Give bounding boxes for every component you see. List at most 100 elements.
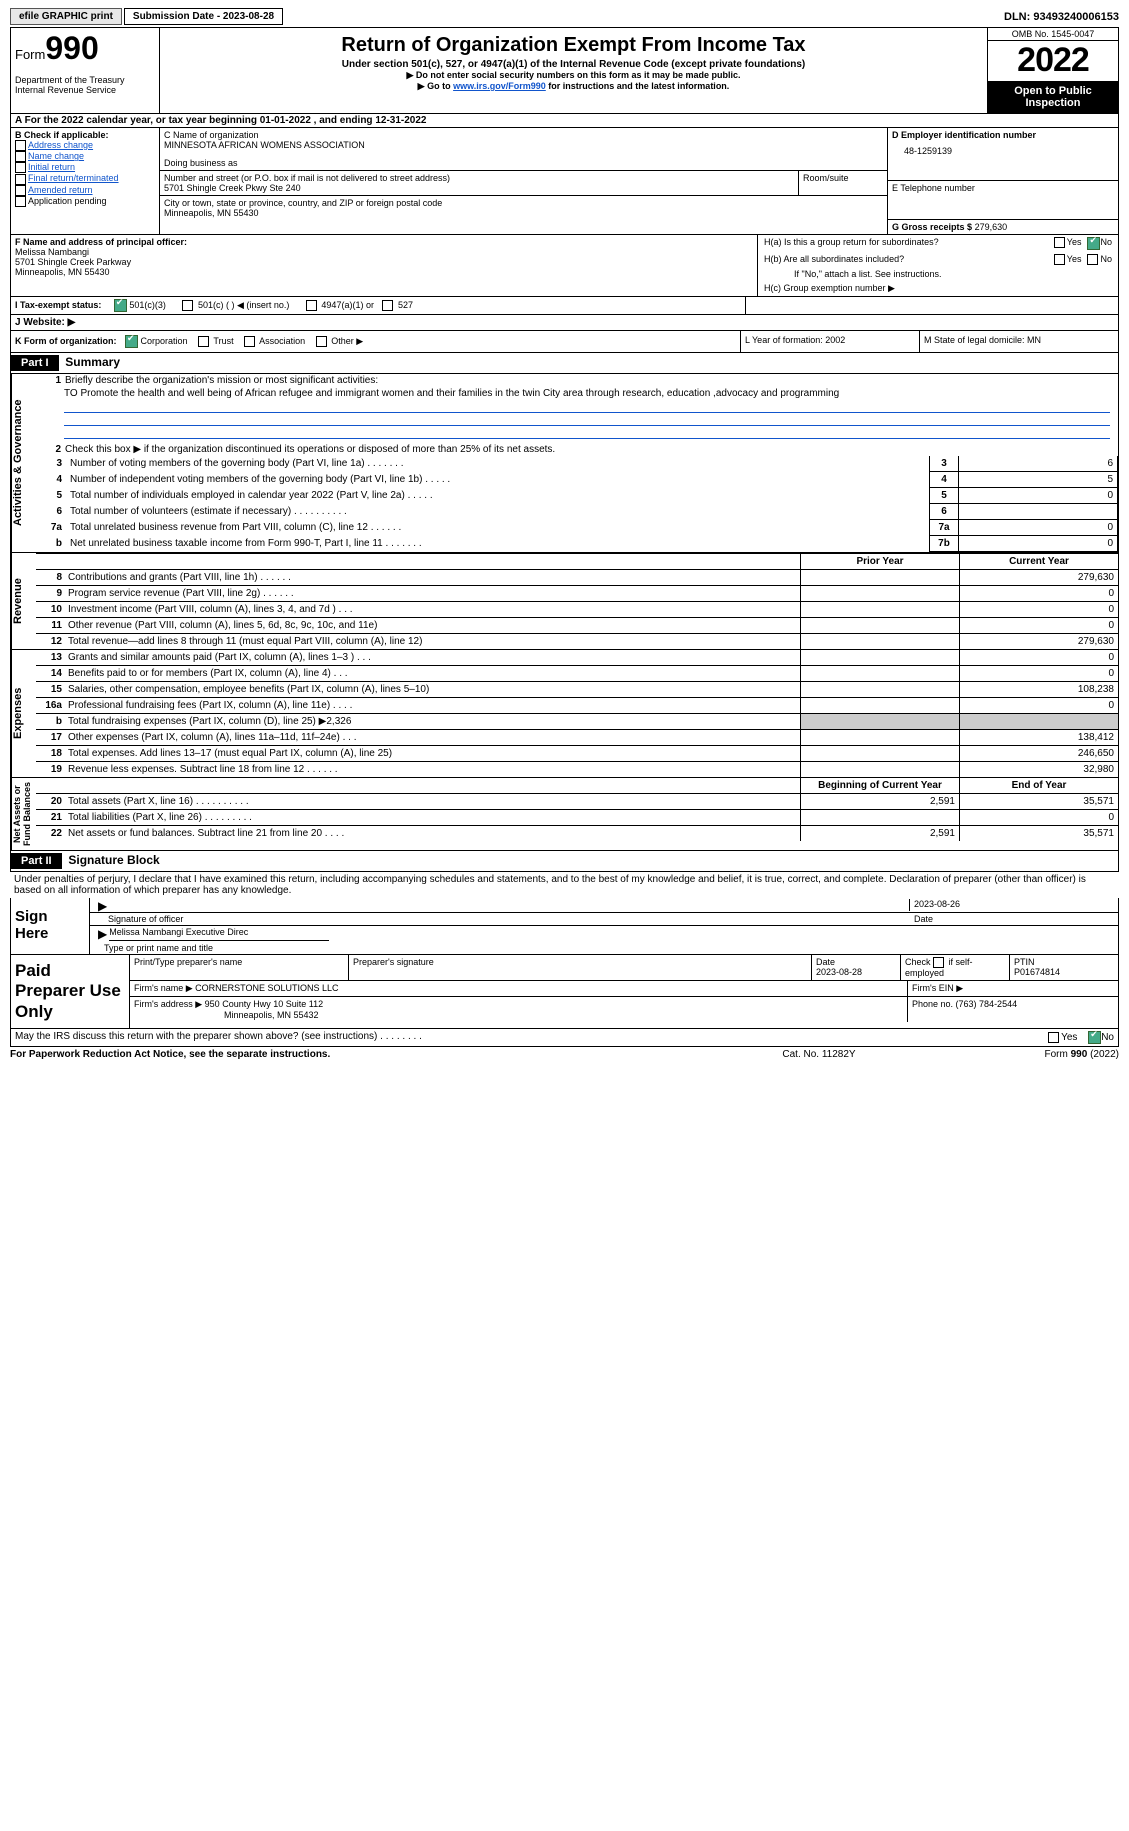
checkbox-final-return[interactable] — [15, 174, 26, 185]
line10-curr: 0 — [959, 602, 1118, 617]
opt-application-pending: Application pending — [28, 196, 107, 206]
opt-501c: 501(c) ( ) ◀ (insert no.) — [198, 300, 289, 310]
527-checkbox[interactable] — [382, 300, 393, 311]
header-mid: Return of Organization Exempt From Incom… — [160, 28, 987, 113]
discuss-yes-checkbox[interactable] — [1048, 1032, 1059, 1043]
officer-label: F Name and address of principal officer: — [15, 237, 753, 247]
ruler3 — [64, 426, 1110, 439]
checkbox-amended-return[interactable] — [15, 185, 26, 196]
line19-prior — [800, 762, 959, 777]
opt-final-return[interactable]: Final return/terminated — [28, 173, 119, 183]
checkbox-name-change[interactable] — [15, 151, 26, 162]
part1-label: Part I — [11, 355, 59, 371]
city-label: City or town, state or province, country… — [164, 198, 883, 208]
line14-curr: 0 — [959, 666, 1118, 681]
irs-link[interactable]: www.irs.gov/Form990 — [453, 81, 546, 91]
toolbar: efile GRAPHIC print Submission Date - 20… — [10, 8, 1119, 25]
k-corp-checkbox[interactable] — [125, 335, 138, 348]
hdr-prior-year: Prior Year — [800, 554, 959, 569]
line14-prior — [800, 666, 959, 681]
bcde-section: B Check if applicable: Address change Na… — [10, 128, 1119, 235]
line9-curr: 0 — [959, 586, 1118, 601]
discuss-yes: Yes — [1061, 1032, 1077, 1043]
room-suite-label: Room/suite — [799, 171, 887, 195]
efile-print-button[interactable]: efile GRAPHIC print — [10, 8, 122, 25]
opt-amended-return[interactable]: Amended return — [28, 185, 93, 195]
city: Minneapolis, MN 55430 — [164, 208, 883, 218]
line22: Net assets or fund balances. Subtract li… — [66, 826, 800, 841]
firm-addr2: Minneapolis, MN 55432 — [134, 1010, 319, 1020]
ein: 48-1259139 — [892, 140, 1114, 156]
row-a-tax-year: A For the 2022 calendar year, or tax yea… — [10, 114, 1119, 128]
ptin: P01674814 — [1014, 967, 1060, 977]
discuss-no-checkbox[interactable] — [1088, 1031, 1101, 1044]
firm-name: CORNERSTONE SOLUTIONS LLC — [195, 983, 338, 993]
hb-no-checkbox[interactable] — [1087, 254, 1098, 265]
open-to-public: Open to Public Inspection — [988, 80, 1118, 113]
cat-number: Cat. No. 11282Y — [719, 1049, 919, 1060]
arrow-icon: ▶ — [94, 899, 109, 911]
ein-cell: D Employer identification number 48-1259… — [888, 128, 1118, 181]
prep-date: 2023-08-28 — [816, 967, 862, 977]
k-assoc-checkbox[interactable] — [244, 336, 255, 347]
hdr-current-year: Current Year — [959, 554, 1118, 569]
checkbox-initial-return[interactable] — [15, 162, 26, 173]
ha-no-checkbox[interactable] — [1087, 237, 1100, 250]
line7a-value: 0 — [959, 520, 1118, 536]
line18-curr: 246,650 — [959, 746, 1118, 761]
self-employed-checkbox[interactable] — [933, 957, 944, 968]
line10: Investment income (Part VIII, column (A)… — [66, 602, 800, 617]
opt-name-change[interactable]: Name change — [28, 151, 84, 161]
row-j-website: J Website: ▶ — [10, 315, 1119, 331]
line9-prior — [800, 586, 959, 601]
line9: Program service revenue (Part VIII, line… — [66, 586, 800, 601]
k-trust-checkbox[interactable] — [198, 336, 209, 347]
header-left: Form990 Department of the Treasury Inter… — [11, 28, 160, 113]
opt-4947: 4947(a)(1) or — [321, 300, 374, 310]
ein-label: D Employer identification number — [892, 130, 1114, 140]
line13: Grants and similar amounts paid (Part IX… — [66, 650, 800, 665]
sign-here-table: Sign Here ▶2023-08-26 Signature of offic… — [10, 898, 1119, 955]
form-label: Form — [15, 47, 45, 62]
line1-value: TO Promote the health and well being of … — [36, 387, 1118, 400]
ruler1 — [64, 400, 1110, 413]
net-assets-section: Net Assets orFund Balances Beginning of … — [10, 778, 1119, 851]
line18: Total expenses. Add lines 13–17 (must eq… — [66, 746, 800, 761]
checkbox-application-pending[interactable] — [15, 196, 26, 207]
line4: Number of independent voting members of … — [66, 472, 929, 488]
line8-curr: 279,630 — [959, 570, 1118, 585]
opt-initial-return[interactable]: Initial return — [28, 162, 75, 172]
line11: Other revenue (Part VIII, column (A), li… — [66, 618, 800, 633]
ha-label: H(a) Is this a group return for subordin… — [764, 237, 1054, 250]
column-d: D Employer identification number 48-1259… — [887, 128, 1118, 234]
ha-yes-checkbox[interactable] — [1054, 237, 1065, 248]
checkbox-address-change[interactable] — [15, 140, 26, 151]
form-subtitle: Under section 501(c), 527, or 4947(a)(1)… — [166, 59, 981, 70]
line17-curr: 138,412 — [959, 730, 1118, 745]
line3: Number of voting members of the governin… — [66, 456, 929, 472]
dba-label: Doing business as — [164, 158, 883, 168]
fgh-section: F Name and address of principal officer:… — [10, 235, 1119, 297]
k-other-checkbox[interactable] — [316, 336, 327, 347]
irs-discuss-question: May the IRS discuss this return with the… — [15, 1031, 1048, 1044]
hb-no: No — [1100, 254, 1112, 265]
501c-checkbox[interactable] — [182, 300, 193, 311]
firm-addr-label: Firm's address ▶ — [134, 999, 202, 1009]
hb-yes-checkbox[interactable] — [1054, 254, 1065, 265]
opt-address-change[interactable]: Address change — [28, 140, 93, 150]
501c3-checkbox[interactable] — [114, 299, 127, 312]
prep-name-label: Print/Type preparer's name — [130, 955, 349, 980]
line20: Total assets (Part X, line 16) . . . . .… — [66, 794, 800, 809]
col-b-header: B Check if applicable: — [15, 130, 155, 140]
line16a-curr: 0 — [959, 698, 1118, 713]
hdr-end-year: End of Year — [959, 778, 1118, 793]
dept-treasury: Department of the Treasury Internal Reve… — [15, 75, 155, 95]
hb-note: If "No," attach a list. See instructions… — [758, 267, 1118, 281]
header-right: OMB No. 1545-0047 2022 Open to Public In… — [987, 28, 1118, 113]
hc-label: H(c) Group exemption number ▶ — [758, 281, 1118, 296]
line10-prior — [800, 602, 959, 617]
4947-checkbox[interactable] — [306, 300, 317, 311]
part1-header-row: Part I Summary — [10, 353, 1119, 374]
officer-name: Melissa Nambangi — [15, 247, 753, 257]
line16a-prior — [800, 698, 959, 713]
